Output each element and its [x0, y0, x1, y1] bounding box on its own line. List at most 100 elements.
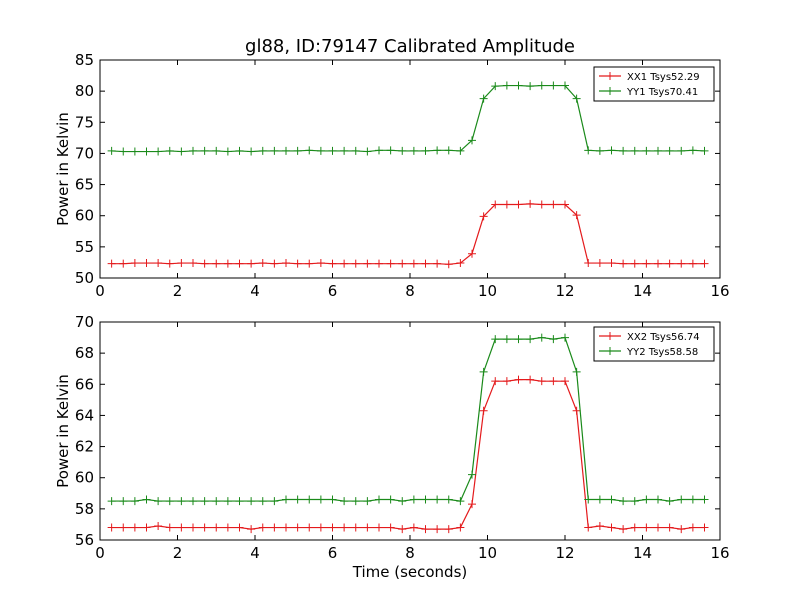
- series-1-2: [107, 81, 709, 156]
- series-1-1: [107, 199, 709, 269]
- data-point: [572, 94, 581, 103]
- y-tick-label: 80: [75, 82, 94, 100]
- data-point: [293, 259, 302, 268]
- data-point: [316, 495, 325, 504]
- data-point: [328, 523, 337, 532]
- data-point: [119, 259, 128, 268]
- legend-label: YY2 Tsys58.58: [626, 347, 698, 358]
- data-point: [142, 495, 151, 504]
- y-tick-label: 50: [75, 269, 94, 287]
- data-point: [595, 259, 604, 268]
- data-point: [305, 495, 314, 504]
- x-tick-label: 12: [555, 544, 574, 562]
- data-point: [433, 525, 442, 534]
- data-point: [444, 495, 453, 504]
- data-point: [165, 259, 174, 268]
- x-axis-label-2: Time (seconds): [352, 563, 468, 581]
- data-point: [502, 335, 511, 344]
- data-point: [235, 497, 244, 506]
- data-point: [409, 146, 418, 155]
- data-point: [537, 200, 546, 209]
- data-point: [421, 495, 430, 504]
- data-point: [561, 377, 569, 386]
- data-point: [293, 523, 302, 532]
- legend-label: XX2 Tsys56.74: [627, 332, 700, 343]
- legend-item-2-2: YY2 Tsys58.58: [599, 347, 698, 358]
- data-point: [375, 259, 383, 268]
- y-axis-label-2: Power in Kelvin: [54, 374, 72, 488]
- data-point: [119, 523, 128, 532]
- data-point: [107, 146, 116, 155]
- data-point: [619, 525, 628, 534]
- data-point: [154, 497, 163, 506]
- data-point: [282, 523, 290, 532]
- series-line-1-1: [111, 203, 705, 265]
- data-point: [514, 335, 523, 344]
- data-point: [386, 523, 395, 532]
- x-tick-label: 14: [633, 282, 652, 300]
- legend-box-1: [593, 66, 715, 102]
- data-point: [316, 259, 325, 268]
- data-point: [363, 523, 372, 532]
- data-point: [270, 259, 279, 268]
- y-tick-label: 70: [75, 313, 94, 331]
- data-point: [607, 259, 616, 268]
- data-point: [177, 259, 186, 268]
- x-tick-label: 10: [478, 282, 497, 300]
- y-tick-label: 66: [75, 375, 94, 393]
- data-point: [247, 259, 256, 268]
- data-point: [363, 147, 372, 156]
- data-point: [165, 146, 174, 155]
- data-point: [456, 497, 465, 506]
- data-point: [270, 497, 279, 506]
- x-tick-label: 12: [555, 282, 574, 300]
- legend-item-1-2: YY1 Tsys70.41: [599, 87, 698, 98]
- data-point: [502, 200, 511, 209]
- data-point: [549, 81, 558, 90]
- data-point: [212, 497, 221, 506]
- data-point: [549, 335, 558, 344]
- data-point: [433, 259, 442, 268]
- data-point: [444, 146, 453, 155]
- x-tick-label: 10: [478, 544, 497, 562]
- data-point: [189, 523, 197, 532]
- data-point: [235, 259, 244, 268]
- x-tick-label: 4: [250, 544, 260, 562]
- data-point: [654, 259, 662, 268]
- data-point: [386, 495, 395, 504]
- data-point: [177, 147, 186, 156]
- data-point: [584, 495, 593, 504]
- x-tick-label: 2: [173, 544, 183, 562]
- data-point: [363, 497, 372, 506]
- data-point: [107, 497, 116, 506]
- y-tick-label: 65: [75, 176, 94, 194]
- data-point: [270, 523, 279, 532]
- y-tick-label: 60: [75, 207, 94, 225]
- legend-marker: [606, 72, 614, 80]
- data-point: [130, 147, 139, 156]
- data-point: [479, 94, 488, 103]
- legend-label: XX1 Tsys52.29: [627, 72, 700, 83]
- data-point: [305, 523, 314, 532]
- data-point: [433, 146, 442, 155]
- data-point: [247, 525, 256, 534]
- y-tick-label: 60: [75, 469, 94, 487]
- data-point: [642, 259, 651, 268]
- data-point: [549, 200, 558, 209]
- data-point: [479, 406, 488, 415]
- data-point: [468, 249, 476, 258]
- data-point: [688, 146, 697, 155]
- data-point: [386, 259, 395, 268]
- data-point: [526, 82, 535, 91]
- series-line-2-1: [111, 379, 705, 530]
- data-point: [677, 259, 686, 268]
- data-point: [549, 377, 558, 386]
- data-point: [398, 146, 407, 155]
- data-point: [142, 259, 151, 268]
- data-point: [537, 377, 546, 386]
- data-point: [130, 497, 139, 506]
- data-point: [479, 212, 488, 221]
- legend-1: XX1 Tsys52.29 YY1 Tsys70.41: [593, 66, 715, 102]
- data-point: [619, 146, 628, 155]
- data-point: [630, 497, 639, 506]
